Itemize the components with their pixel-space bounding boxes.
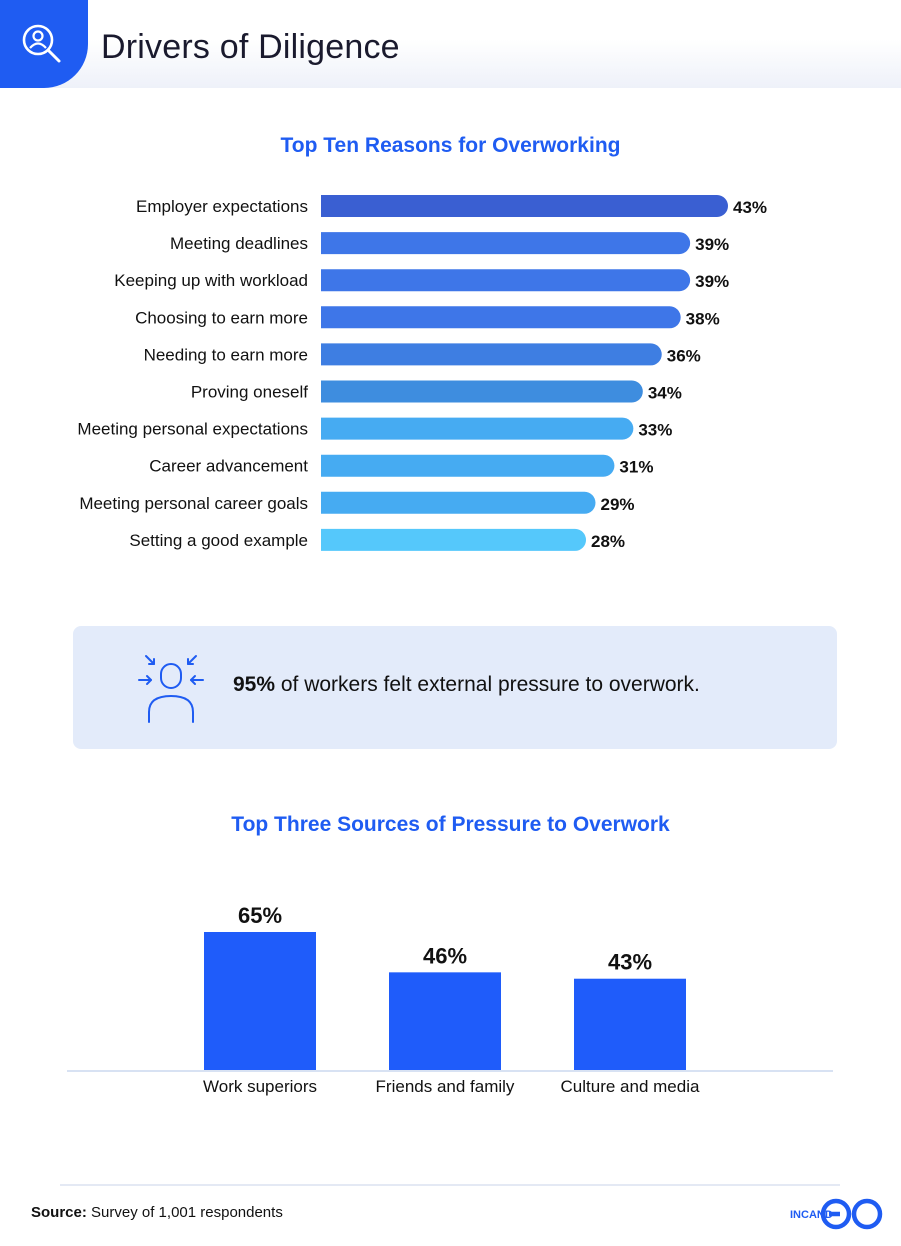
hbar-value-label: 29% (600, 495, 634, 514)
callout-text: 95% of workers felt external pressure to… (233, 673, 700, 697)
vbar-bar (389, 972, 501, 1070)
hbar-value-label: 34% (648, 384, 682, 403)
hbar-value-label: 31% (619, 458, 653, 477)
callout-body: of workers felt external pressure to ove… (275, 673, 700, 696)
hbar-value-label: 39% (695, 272, 729, 291)
source-note: Source: Survey of 1,001 respondents (31, 1204, 283, 1221)
callout-highlight: 95% (233, 673, 276, 696)
hbar-value-label: 28% (591, 532, 625, 551)
source-label: Source: (31, 1204, 87, 1221)
hbar-bar (321, 306, 681, 329)
hbar-bar (321, 528, 587, 551)
vbar-category-label: Work superiors (203, 1077, 317, 1096)
hbar-category-label: Keeping up with workload (114, 271, 308, 290)
hbar-category-label: Choosing to earn more (135, 308, 308, 327)
footer-divider (60, 1184, 840, 1186)
go-logo-icon: INCAND (790, 1198, 883, 1230)
vbar-bar (204, 932, 316, 1070)
vbar-category-label: Culture and media (561, 1077, 700, 1096)
hbar-category-label: Setting a good example (129, 531, 308, 550)
reasons-bar-chart: Employer expectations 43% Meeting deadline… (77, 195, 767, 551)
pressure-callout: 95% of workers felt external pressure to… (73, 626, 837, 749)
hbar-category-label: Meeting personal career goals (79, 494, 308, 513)
hbar-value-label: 43% (733, 198, 767, 217)
hbar-bar (321, 195, 728, 217)
sources-bar-chart: 65% Work superiors 46% Friends and family 43… (67, 903, 833, 1096)
hbar-bar (321, 380, 643, 403)
page-title: Drivers of Diligence (101, 28, 400, 66)
vbar-category-label: Friends and family (376, 1077, 515, 1096)
hbar-bar (321, 417, 634, 440)
hbar-bar (321, 491, 596, 514)
hbar-value-label: 38% (686, 309, 720, 328)
hbar-value-label: 39% (695, 235, 729, 254)
hbar-bar (321, 232, 691, 255)
hbar-bar (321, 343, 662, 366)
hbar-category-label: Meeting deadlines (170, 234, 308, 253)
hbar-chart-title: Top Ten Reasons for Overworking (280, 134, 621, 157)
hbar-value-label: 36% (667, 346, 701, 365)
hbar-category-label: Career advancement (149, 457, 308, 476)
vbar-value-label: 43% (608, 950, 652, 975)
hbar-bar (321, 454, 615, 477)
hbar-value-label: 33% (638, 421, 672, 440)
header-badge (0, 0, 88, 88)
hbar-category-label: Needing to earn more (144, 345, 308, 364)
vbar-value-label: 46% (423, 943, 467, 968)
hbar-category-label: Employer expectations (136, 197, 308, 216)
vbar-bar (574, 978, 686, 1070)
page-header: Drivers of Diligence (0, 0, 901, 88)
search-person-icon (22, 24, 61, 63)
pressure-person-icon (138, 655, 204, 723)
hbar-bar (321, 269, 691, 292)
vbar-chart-title: Top Three Sources of Pressure to Overwor… (231, 813, 670, 836)
hbar-category-label: Meeting personal expectations (77, 420, 308, 439)
vbar-value-label: 65% (238, 903, 282, 928)
hbar-category-label: Proving oneself (191, 383, 308, 402)
source-text: Survey of 1,001 respondents (86, 1204, 283, 1221)
